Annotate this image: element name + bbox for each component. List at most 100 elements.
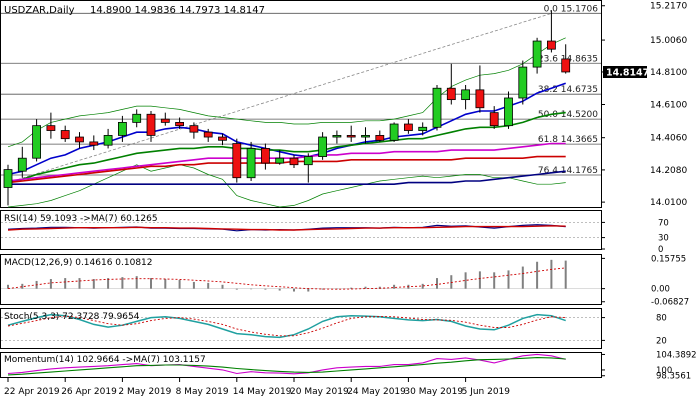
macd-histogram-bar-10 [150,278,152,289]
momentum-header: Momentum(14) 102.9664 ->MA(7) 103.1157 [4,355,206,365]
price-tick-label-4: 14.4060 [650,134,687,144]
macd-histogram-bar-31 [450,275,453,289]
date-tick-label-8: 5 Jun 2019 [462,387,511,397]
macd-tick-label-1: 0.00 [651,285,670,295]
rsi-tick-label-2: 0 [658,245,663,255]
candle-body-bearish [203,131,213,138]
macd-histogram-bar-18 [264,288,267,290]
macd-histogram-bar-12 [178,280,181,289]
candle-body-bullish [32,125,41,159]
candle-36 [518,60,528,105]
date-tick-label-1: 26 Apr 2019 [61,387,117,397]
candle-body-bullish [504,97,513,127]
moving-averages [7,82,566,185]
candle-30 [432,84,442,131]
macd-histogram-bar-16 [235,288,238,290]
rsi-header: RSI(14) 59.1093 ->MA(7) 60.1265 [4,214,158,224]
macd-histogram-bar-29 [421,283,424,289]
fib-level-label-5: 76.4 14.1765 [538,166,598,176]
candle-body-bearish [561,58,571,73]
momentum-tick-label-1: 100 [656,366,672,376]
candle-body-bearish [189,125,199,133]
momentum-tick-label-0: 104.3892 [656,350,697,360]
macd-histogram-bar-22 [321,288,324,290]
candle-body-bullish [532,40,542,68]
candle-13 [189,122,199,139]
macd-histogram-bar-30 [436,278,438,289]
moving-average-line-4 [8,170,566,185]
price-tick-label-5: 14.2080 [650,166,687,176]
macd-histogram-bar-33 [478,271,481,289]
candle-body-bearish [547,40,556,50]
candle-body-bullish [275,157,285,164]
macd-histogram-bar-32 [464,272,467,289]
macd-histogram-bar-3 [49,279,52,289]
candle-body-bullish [518,66,528,99]
candle-35 [504,91,513,129]
candle-0 [3,164,13,206]
macd-histogram-bar-34 [493,272,496,289]
rsi-tick-label-0: 70 [658,218,669,228]
bollinger-lower [7,164,566,208]
date-tick-label-2: 2 May 2019 [118,387,171,397]
moving-average-line-3 [7,155,566,184]
candle-body-bullish [389,123,399,141]
candle-body-bearish [475,89,485,109]
candle-3 [46,112,56,139]
bollinger-upper [7,37,566,148]
candle-body-bearish [89,141,99,146]
candle-18 [260,143,270,170]
candle-22 [318,132,328,160]
candle-19 [275,150,285,165]
stoch-series-line-0 [7,313,566,339]
candle-21 [303,153,313,183]
date-tick-label-0: 22 Apr 2019 [4,387,60,397]
candle-17 [246,141,256,181]
candle-16 [232,138,242,183]
candle-5 [75,132,84,149]
candle-2 [32,119,41,162]
candle-body-bearish [46,125,56,131]
date-tick-label-7: 30 May 2019 [404,387,463,397]
rsi-panel: 70 300 [1,218,669,255]
stoch-series-line-1 [7,315,566,337]
candle-body-bullish [132,113,142,123]
momentum-tick-label-2: 98.3561 [656,372,691,382]
candle-24 [346,125,356,142]
main-header-ohlc: 14.8900 14.9836 14.7973 14.8147 [90,5,265,16]
macd-histogram-bar-37 [536,261,539,289]
macd-histogram-bar-19 [278,288,281,291]
momentum-series-line-1 [7,357,566,376]
macd-tick-label-2: -0.06827 [651,298,689,308]
candle-27 [389,122,399,142]
macd-histogram-bar-14 [207,282,210,289]
candle-39 [561,44,571,74]
macd-histogram-bar-1 [21,283,24,289]
macd-panel: 0.15755 0.00 -0.06827 [1,254,689,308]
candle-28 [403,119,413,134]
candle-38 [547,10,556,53]
price-tick-label-6: 14.0100 [650,198,687,208]
price-tick-label-2: 14.8100 [650,68,687,78]
candle-20 [289,154,299,168]
candle-29 [418,122,428,136]
fib-level-label-3: 50.0 14.5200 [538,110,598,120]
candle-26 [375,130,385,142]
macd-histogram-bar-20 [293,288,295,292]
candle-body-bearish [60,130,70,140]
moving-average-line-0 [7,82,566,176]
candle-body-bullish [17,157,27,172]
candle-body-bullish [318,136,328,157]
candle-body-bearish [489,112,499,127]
candle-body-bearish [232,143,242,179]
macd-histogram-bar-13 [192,281,195,289]
macd-histogram-bar-26 [378,286,381,289]
candle-body-bullish [3,169,13,188]
macd-histogram-bar-27 [393,284,396,289]
candle-body-bullish [361,135,370,138]
candle-body-bearish [260,148,270,164]
moving-average-line-2 [7,142,566,182]
candle-11 [160,112,170,126]
candle-body-bullish [118,121,127,136]
